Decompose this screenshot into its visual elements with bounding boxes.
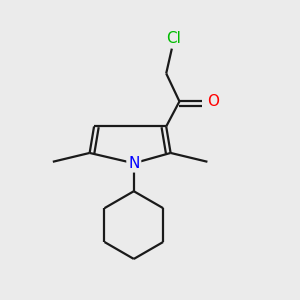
Text: N: N <box>128 156 140 171</box>
Text: O: O <box>207 94 219 109</box>
Text: Cl: Cl <box>166 31 181 46</box>
